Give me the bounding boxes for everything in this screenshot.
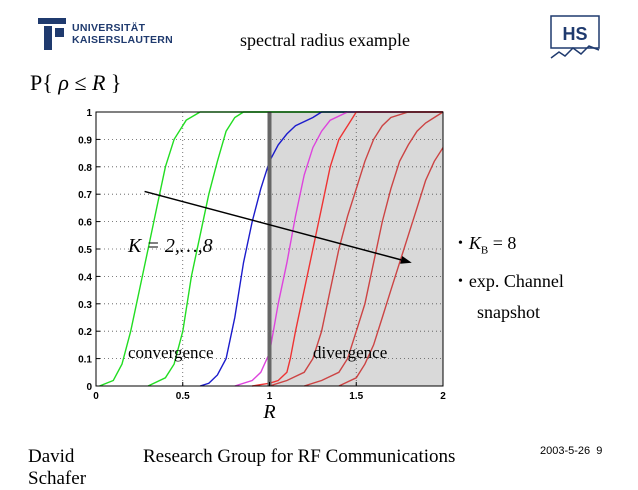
- kb-value: = 8: [488, 233, 517, 253]
- cdf-series-8: [338, 147, 444, 387]
- hs-logo: HS: [550, 15, 600, 59]
- probability-prefix: P: [30, 70, 43, 95]
- logo-line2: KAISERSLAUTERN: [72, 34, 174, 46]
- page-number: 9: [596, 445, 603, 457]
- footer-date-page: 2003-5-26 9: [540, 445, 602, 457]
- cdf-series-2: [147, 111, 443, 387]
- footer-author: David Schafer: [28, 446, 86, 490]
- cdf-series-7: [303, 111, 444, 387]
- x-tick-label: 1: [267, 391, 273, 402]
- divergence-label: divergence: [313, 343, 387, 362]
- cdf-series-6: [269, 111, 443, 387]
- axis-ticks: 0 0.5 1 1.5 2 0 0.1 0.2 0.3 0.4 0.5 0.6 0.7 0.8 0.9 1: [78, 108, 446, 402]
- cdf-series-5: [252, 111, 443, 387]
- x-tick-label: 2: [440, 391, 446, 402]
- hs-logo-text: HS: [562, 24, 587, 44]
- side-notes: • KB = 8 • exp. Channel snapshot: [458, 228, 564, 327]
- kb-symbol: K: [468, 233, 481, 253]
- university-logo-icon: [38, 18, 66, 50]
- y-tick-label: 0.1: [78, 355, 92, 366]
- y-tick-label: 0: [86, 382, 92, 393]
- y-tick-label: 0.4: [78, 272, 92, 283]
- cdf-series-3: [199, 111, 443, 387]
- footer-date: 2003-5-26: [540, 445, 591, 457]
- bullet-icon: •: [458, 273, 463, 289]
- probability-expression: ρ ≤ R: [58, 70, 106, 95]
- k-range-label: K = 2,…,8: [127, 235, 213, 257]
- author-line2: Schafer: [28, 468, 87, 489]
- trend-arrowhead: [400, 256, 412, 264]
- x-tick-label: 0.5: [176, 391, 190, 402]
- logo-line1: UNIVERSITÄT: [72, 22, 146, 34]
- cdf-series-4: [234, 111, 443, 387]
- cdf-chart: 0 0.5 1 1.5 2 0 0.1 0.2 0.3 0.4 0.5 0.6 0.7 0.8 0.9 1 K…: [78, 108, 446, 423]
- y-tick-label: 0.2: [78, 327, 92, 338]
- kb-subscript: B: [480, 244, 489, 257]
- plot-series: [99, 111, 444, 387]
- footer-group: Research Group for RF Communications: [143, 446, 456, 467]
- y-tick-label: 0.6: [78, 218, 92, 229]
- university-logo-text: UNIVERSITÄT KAISERSLAUTERN: [72, 22, 173, 46]
- hs-logo-frame: [550, 15, 600, 49]
- y-tick-label: 0.7: [78, 190, 92, 201]
- probability-label: P{ ρ ≤ R }: [30, 70, 122, 95]
- side-note-channel: • exp. Channel: [458, 266, 564, 297]
- author-line1: David: [28, 446, 75, 467]
- convergence-label: convergence: [128, 343, 214, 362]
- channel-line1: exp. Channel: [468, 270, 564, 291]
- x-axis-label: R: [262, 401, 275, 423]
- x-tick-label: 1.5: [349, 391, 363, 402]
- side-note-channel-cont: snapshot: [477, 301, 540, 322]
- y-tick-label: 0.5: [78, 245, 92, 256]
- trend-arrow: [144, 190, 402, 261]
- y-tick-label: 0.3: [78, 300, 92, 311]
- cdf-series-1: [99, 111, 443, 387]
- university-logo: UNIVERSITÄT KAISERSLAUTERN: [38, 18, 173, 52]
- hs-logo-wave: [550, 45, 600, 59]
- x-tick-label: 0: [93, 391, 99, 402]
- bullet-icon: •: [458, 236, 463, 251]
- side-note-kb: • KB = 8: [458, 228, 564, 266]
- y-tick-label: 1: [86, 108, 92, 119]
- y-tick-label: 0.8: [78, 163, 92, 174]
- slide-title: spectral radius example: [240, 30, 410, 50]
- y-tick-label: 0.9: [78, 135, 92, 146]
